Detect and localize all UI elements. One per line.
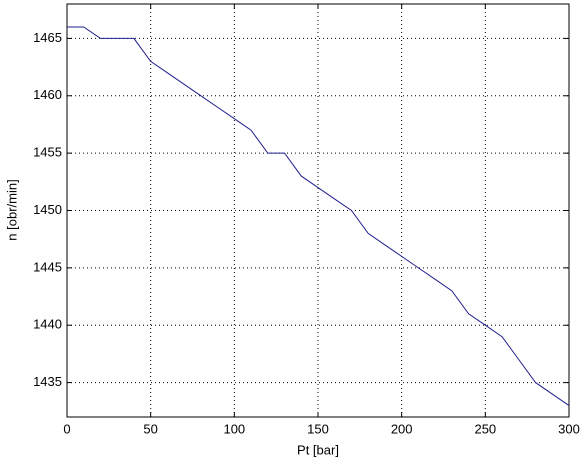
y-tick-label: 1460 [33, 87, 62, 102]
x-tick-label: 150 [307, 421, 329, 436]
y-axis-label: n [obr/min] [4, 179, 19, 240]
x-tick-label: 300 [558, 421, 580, 436]
x-tick-label: 250 [474, 421, 496, 436]
x-tick-label: 50 [143, 421, 157, 436]
x-tick-label: 200 [391, 421, 413, 436]
plot-frame [66, 3, 570, 418]
y-tick-label: 1450 [33, 202, 62, 217]
x-tick-label: 0 [63, 421, 70, 436]
y-tick-label: 1465 [33, 30, 62, 45]
y-tick-label: 1440 [33, 317, 62, 332]
y-tick-label: 1435 [33, 374, 62, 389]
data-line [67, 26, 570, 406]
y-tick-label: 1455 [33, 145, 62, 160]
y-tick-label: 1445 [33, 259, 62, 274]
x-axis-label: Pt [bar] [297, 442, 339, 457]
x-tick-label: 100 [223, 421, 245, 436]
